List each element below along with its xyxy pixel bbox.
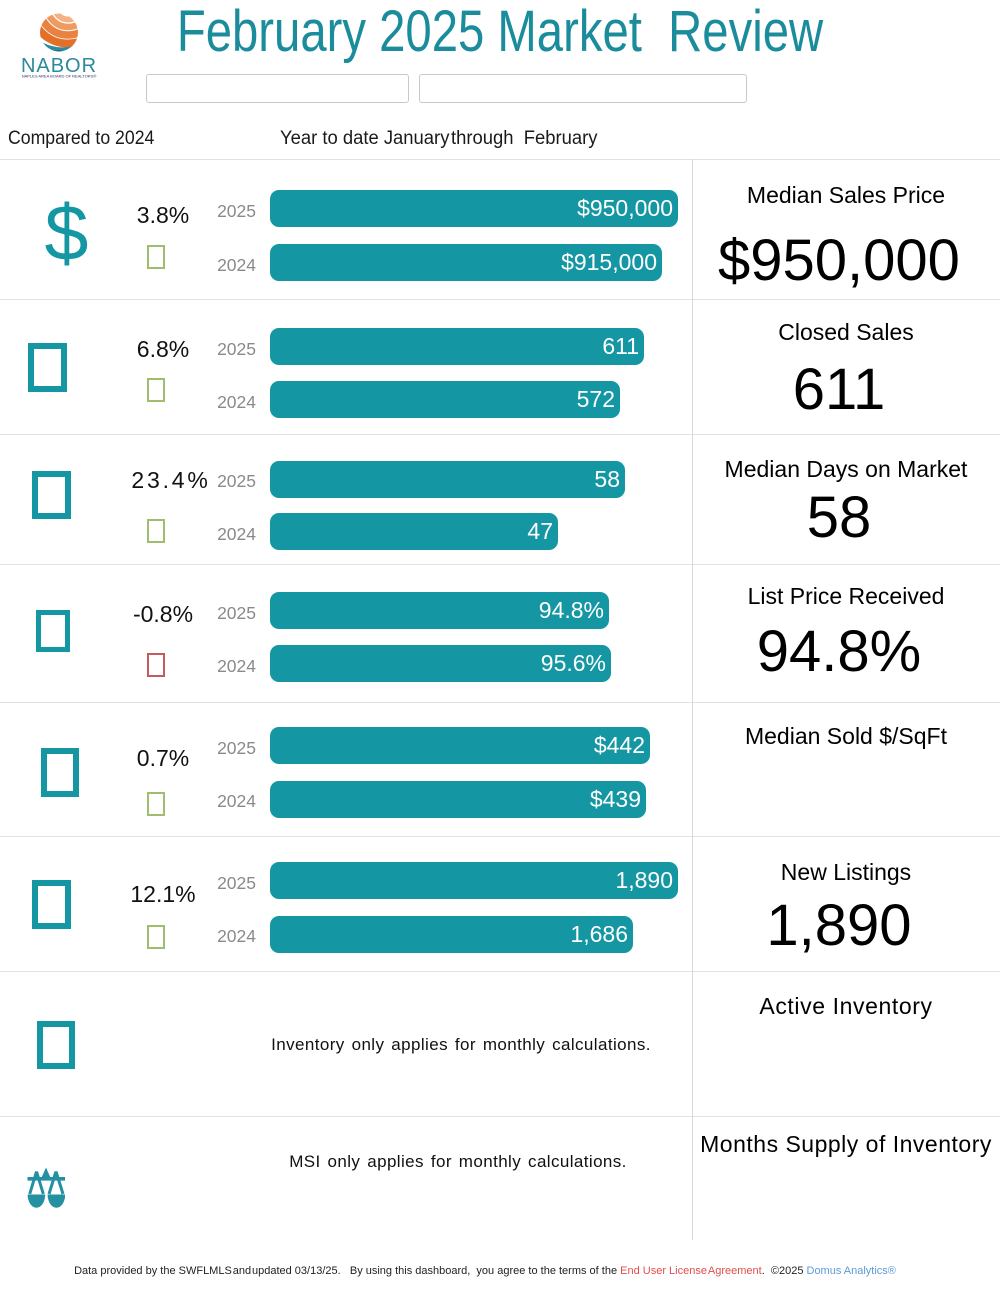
svg-text:NABOR: NABOR — [22, 55, 97, 77]
svg-text:NAPLES AREA BOARD OF REALTORS®: NAPLES AREA BOARD OF REALTORS® — [22, 74, 96, 79]
